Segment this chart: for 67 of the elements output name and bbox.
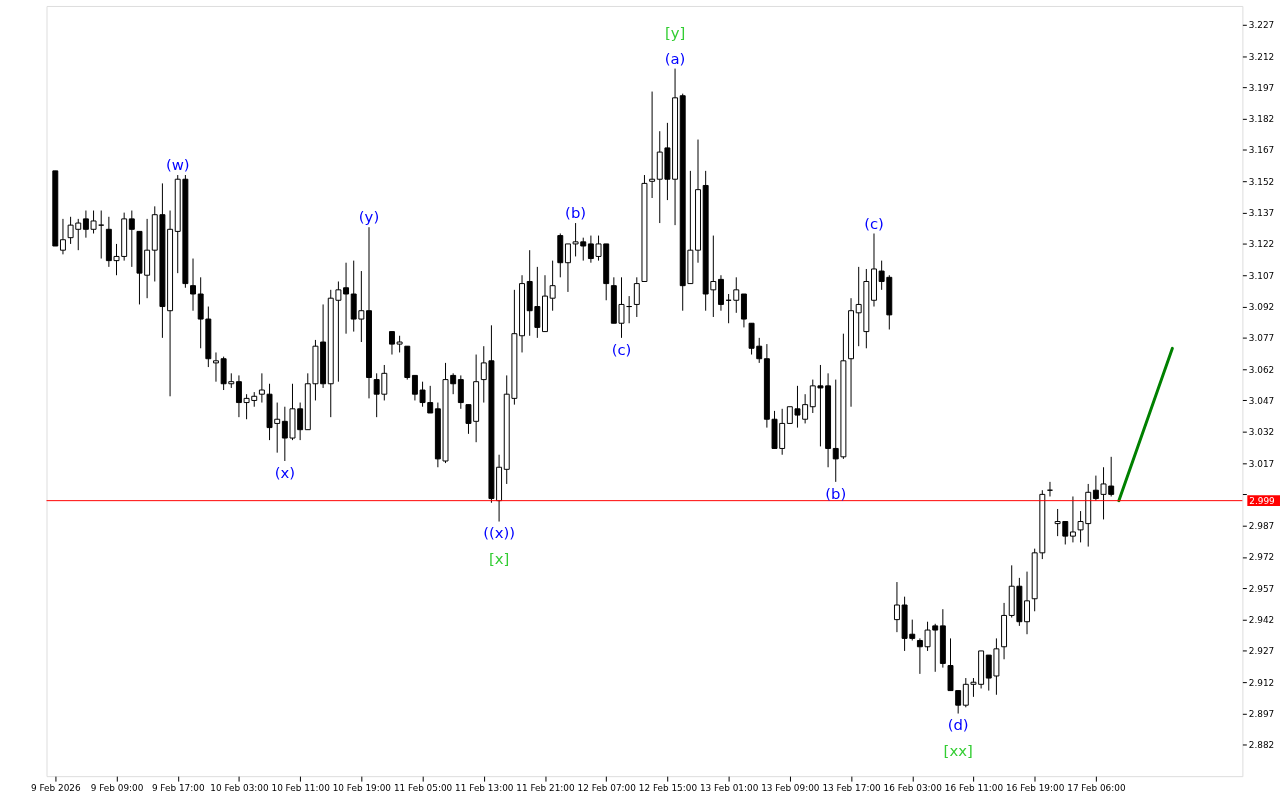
candlestick [1024, 571, 1030, 635]
y-tick-label: 3.062 [1248, 364, 1275, 375]
y-tick-label: 3.077 [1248, 333, 1275, 344]
x-tick-label: 16 Feb 03:00 [883, 782, 943, 793]
x-tick-label: 10 Feb 19:00 [332, 782, 392, 793]
x-tick-label: 11 Feb 05:00 [393, 782, 453, 793]
y-tick-label: 3.092 [1248, 302, 1275, 312]
y-tick-label: 2.972 [1248, 552, 1275, 563]
candlestick [1069, 495, 1076, 543]
x-tick-label: 17 Feb 06:00 [1067, 782, 1126, 793]
annotation: (d) [947, 716, 969, 734]
candlestick [633, 276, 640, 318]
annotation: [xx] [943, 742, 973, 760]
annotation: (a) [664, 49, 686, 67]
annotation: [y] [664, 23, 686, 41]
candlestick [128, 210, 135, 268]
x-tick-label: 13 Feb 17:00 [822, 782, 882, 793]
x-tick-label: 10 Feb 11:00 [271, 782, 331, 793]
candlestick [98, 210, 105, 260]
candlestick [733, 276, 740, 314]
annotation: (c) [864, 214, 884, 232]
x-tick-label: 13 Feb 09:00 [761, 782, 820, 793]
y-tick-label: 3.167 [1248, 145, 1275, 156]
y-tick-label: 3.227 [1248, 20, 1275, 31]
candlestick [649, 91, 656, 199]
x-tick-label: 10 Feb 03:00 [210, 782, 269, 793]
x-tick-label: 16 Feb 19:00 [1006, 782, 1065, 793]
y-tick-label: 2.987 [1248, 521, 1275, 532]
annotation: (y) [358, 208, 380, 226]
y-tick-label: 3.197 [1248, 82, 1275, 93]
y-tick-label: 3.047 [1248, 395, 1275, 406]
candlestick [457, 374, 464, 410]
y-tick-label: 3.122 [1248, 239, 1275, 250]
x-tick-label: 9 Feb 17:00 [151, 782, 205, 793]
y-tick-label: 3.212 [1248, 51, 1275, 62]
y-tick-label: 2.927 [1248, 646, 1275, 657]
y-tick-label: 2.882 [1248, 740, 1275, 751]
x-tick-label: 12 Feb 15:00 [638, 782, 698, 793]
y-tick-label: 2.912 [1248, 677, 1275, 688]
y-tick-label: 3.017 [1248, 458, 1275, 469]
annotation: ((x)) [483, 524, 516, 542]
y-tick-label: 3.107 [1248, 270, 1275, 281]
y-tick-label: 3.137 [1248, 208, 1275, 219]
y-tick-label: 2.957 [1248, 583, 1275, 594]
candlestick [213, 351, 219, 383]
ref-line-label: 2.999 [1249, 495, 1276, 506]
annotation: (b) [565, 204, 587, 222]
x-tick-label: 12 Feb 07:00 [577, 782, 637, 793]
x-tick-label: 9 Feb 2026 [30, 782, 81, 793]
y-tick-label: 3.152 [1248, 176, 1275, 187]
x-tick-label: 9 Feb 09:00 [90, 782, 144, 793]
x-tick-label: 16 Feb 11:00 [944, 782, 1004, 793]
y-tick-label: 2.897 [1248, 709, 1275, 720]
annotation: (x) [274, 463, 296, 481]
annotation: (c) [611, 340, 632, 358]
candlestick [59, 218, 66, 255]
candlestick [190, 258, 196, 312]
x-tick-label: 13 Feb 01:00 [699, 782, 759, 793]
annotation: (b) [825, 484, 847, 502]
candlestick [549, 260, 556, 312]
x-tick-label: 11 Feb 21:00 [516, 782, 575, 793]
y-tick-label: 3.032 [1248, 427, 1275, 438]
y-tick-label: 3.182 [1248, 114, 1275, 125]
annotation: (w) [165, 156, 190, 174]
y-tick-label: 2.942 [1248, 615, 1275, 626]
annotation: [x] [488, 550, 510, 568]
x-tick-label: 11 Feb 13:00 [455, 782, 514, 793]
